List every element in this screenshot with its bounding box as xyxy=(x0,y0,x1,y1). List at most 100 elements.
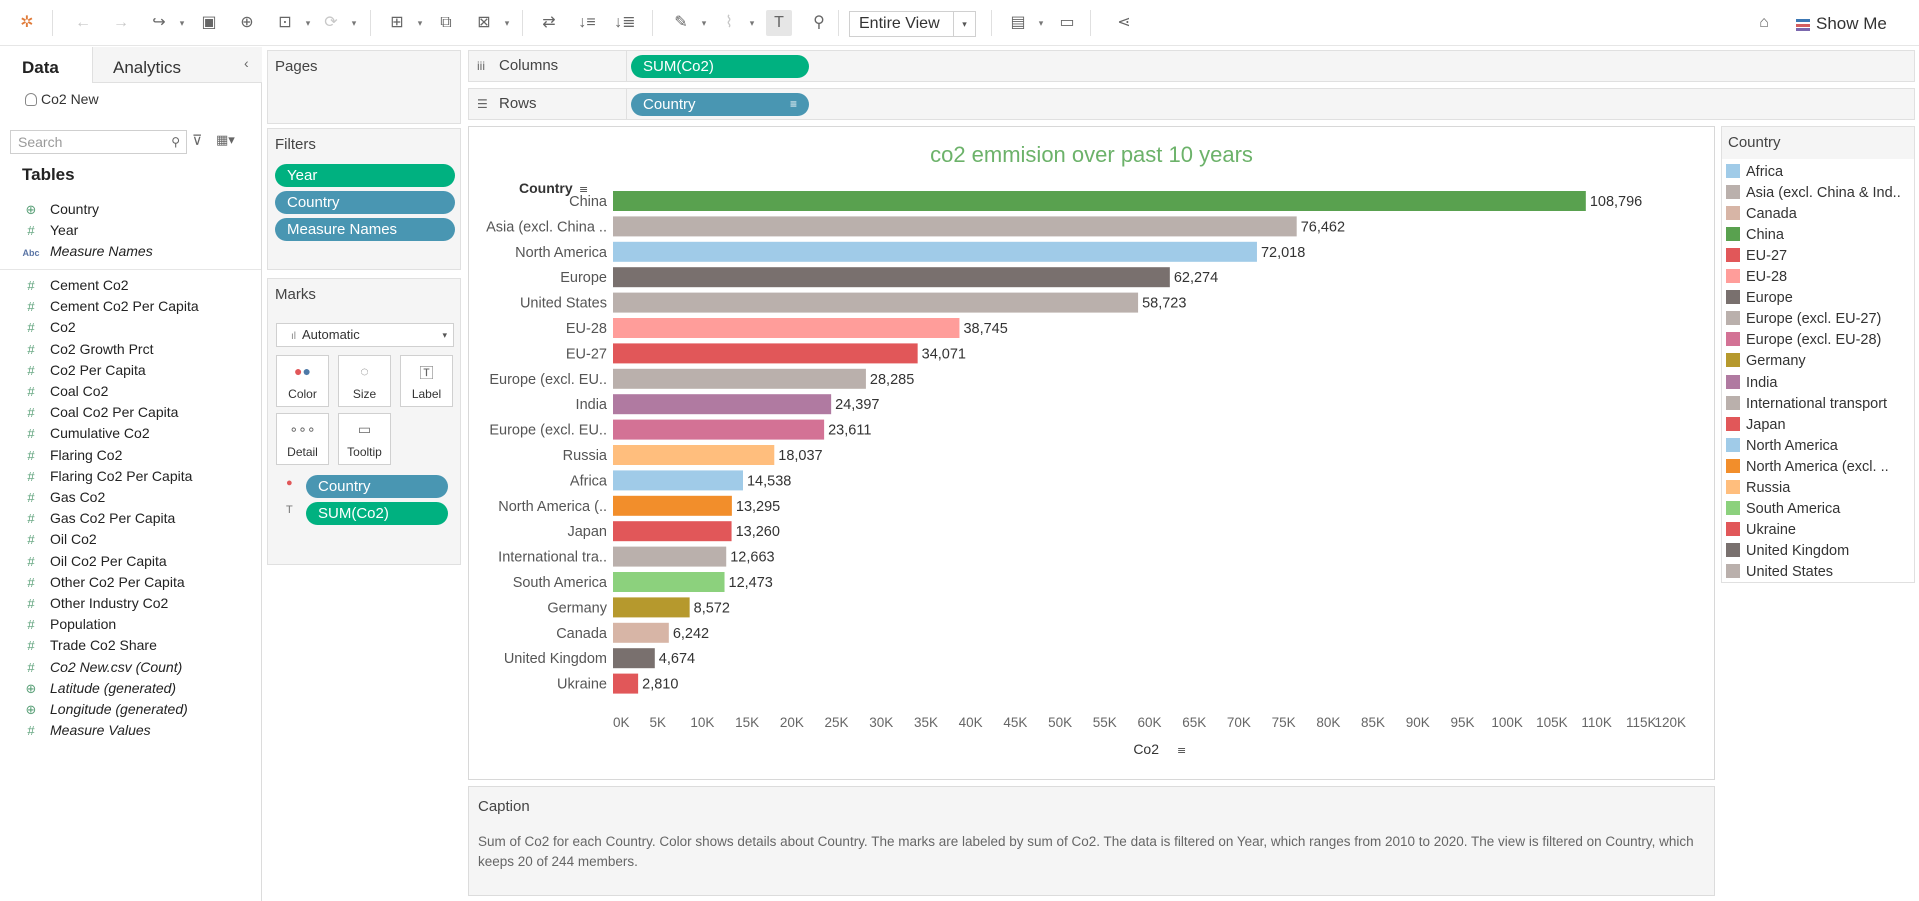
marks-label-button[interactable]: 🅃 Label xyxy=(400,355,453,407)
filter-pill-year[interactable]: Year xyxy=(275,164,455,187)
field-gas-co2-per-capita[interactable]: # Gas Co2 Per Capita xyxy=(22,507,175,529)
field-population[interactable]: # Population xyxy=(22,613,116,635)
mark-type-dropdown[interactable]: ıl Automatic ▾ xyxy=(276,323,454,347)
field-co2[interactable]: # Co2 xyxy=(22,316,75,338)
columns-shelf[interactable]: iii Columns SUM(Co2) xyxy=(468,50,1915,82)
tab-data[interactable]: Data xyxy=(22,58,59,77)
field-measure-names[interactable]: Abc Measure Names xyxy=(22,240,152,262)
view-options-icon[interactable]: ▦▾ xyxy=(216,132,235,147)
field-co2-new-csv-count[interactable]: # Co2 New.csv (Count) xyxy=(22,656,182,678)
sort-ascending-icon[interactable]: ↓≡ xyxy=(578,14,596,31)
legend-item[interactable]: Canada xyxy=(1726,204,1914,224)
legend-item[interactable]: Germany xyxy=(1726,351,1914,371)
field-coal-co2[interactable]: # Coal Co2 xyxy=(22,380,108,402)
legend-item[interactable]: United Kingdom xyxy=(1726,541,1914,561)
redo-icon[interactable]: → xyxy=(113,14,129,31)
filter-fields-icon[interactable]: ⊽ xyxy=(192,132,203,148)
legend-item[interactable]: Ukraine xyxy=(1726,520,1914,540)
filter-pill-country[interactable]: Country xyxy=(275,191,455,214)
filters-card[interactable]: Filters Year Country Measure Names xyxy=(267,128,461,270)
legend-item[interactable]: EU-27 xyxy=(1726,246,1914,266)
legend-item[interactable]: India xyxy=(1726,373,1914,393)
show-mark-labels-icon[interactable]: T xyxy=(766,10,792,36)
group-members-icon[interactable]: ⌇ xyxy=(725,14,733,31)
field-cement-co2-per-capita[interactable]: # Cement Co2 Per Capita xyxy=(22,295,198,317)
legend-item[interactable]: Russia xyxy=(1726,478,1914,498)
fit-dropdown[interactable]: Entire View ▾ xyxy=(849,11,976,37)
marks-color-button[interactable]: ●● Color xyxy=(276,355,329,407)
field-flaring-co2[interactable]: # Flaring Co2 xyxy=(22,444,122,466)
field-trade-co2-share[interactable]: # Trade Co2 Share xyxy=(22,634,157,656)
refresh-dropdown-caret[interactable]: ▾ xyxy=(351,18,357,28)
swap-redirect-icon[interactable]: ↪ xyxy=(152,14,166,31)
swap-rows-columns-icon[interactable]: ⇄ xyxy=(542,14,556,31)
new-datasource-icon[interactable]: ⊕ xyxy=(240,14,254,31)
pause-updates-icon[interactable]: ⊡ xyxy=(278,14,292,31)
legend-item[interactable]: South America xyxy=(1726,499,1914,519)
highlight-caret[interactable]: ▾ xyxy=(701,18,707,28)
marks-tooltip-button[interactable]: ▭ Tooltip xyxy=(338,413,391,465)
highlight-icon[interactable]: ✎ xyxy=(674,14,688,31)
marks-detail-button[interactable]: ∘∘∘ Detail xyxy=(276,413,329,465)
field-measure-values[interactable]: # Measure Values xyxy=(22,719,150,741)
filter-pill-measure-names[interactable]: Measure Names xyxy=(275,218,455,241)
clear-sheet-icon[interactable]: ⊠ xyxy=(477,14,491,31)
new-worksheet-caret[interactable]: ▾ xyxy=(417,18,423,28)
refresh-icon[interactable]: ⟳ xyxy=(324,14,338,31)
marks-pill-sum-co2[interactable]: SUM(Co2) xyxy=(306,502,448,525)
save-icon[interactable]: ▣ xyxy=(201,14,217,31)
field-gas-co2[interactable]: # Gas Co2 xyxy=(22,486,105,508)
legend-item[interactable]: Europe (excl. EU-27) xyxy=(1726,309,1914,329)
field-cement-co2[interactable]: # Cement Co2 xyxy=(22,274,128,296)
field-other-co2-per-capita[interactable]: # Other Co2 Per Capita xyxy=(22,571,184,593)
tableau-logo-icon[interactable]: ✲ xyxy=(20,14,34,31)
redo-dropdown-caret[interactable]: ▾ xyxy=(179,18,185,28)
field-latitude-generated[interactable]: ⊕ Latitude (generated) xyxy=(22,677,177,699)
field-co2-growth-prct[interactable]: # Co2 Growth Prct xyxy=(22,338,153,360)
legend-item[interactable]: Africa xyxy=(1726,162,1914,182)
field-cumulative-co2[interactable]: # Cumulative Co2 xyxy=(22,422,149,444)
field-oil-co2-per-capita[interactable]: # Oil Co2 Per Capita xyxy=(22,550,166,572)
rows-pill-country[interactable]: Country ≡ xyxy=(631,93,809,116)
show-cards-icon[interactable]: ▤ xyxy=(1010,14,1026,31)
legend-item[interactable]: Japan xyxy=(1726,415,1914,435)
marks-pill-country[interactable]: Country xyxy=(306,475,448,498)
field-longitude-generated[interactable]: ⊕ Longitude (generated) xyxy=(22,698,188,720)
show-cards-caret[interactable]: ▾ xyxy=(1038,18,1044,28)
legend-item[interactable]: Asia (excl. China & Ind.. xyxy=(1726,183,1914,203)
undo-icon[interactable]: ← xyxy=(75,14,91,31)
new-worksheet-icon[interactable]: ⊞ xyxy=(390,14,404,31)
datasource-item[interactable]: Co2 New xyxy=(25,91,99,107)
field-year[interactable]: # Year xyxy=(22,219,78,241)
field-country[interactable]: ⊕ Country xyxy=(22,198,99,220)
legend-item[interactable]: China xyxy=(1726,225,1914,245)
legend-item[interactable]: United States xyxy=(1726,562,1914,582)
fix-axes-icon[interactable]: ⚲ xyxy=(813,14,825,31)
share-icon[interactable]: ⋖ xyxy=(1117,14,1131,31)
presentation-mode-icon[interactable]: ▭ xyxy=(1059,14,1075,31)
pages-card[interactable]: Pages xyxy=(267,50,461,124)
legend-item[interactable]: EU-28 xyxy=(1726,267,1914,287)
legend-item[interactable]: International transport xyxy=(1726,394,1914,414)
rows-shelf[interactable]: ☰ Rows Country ≡ xyxy=(468,88,1915,120)
marks-size-button[interactable]: ◌ Size xyxy=(338,355,391,407)
field-flaring-co2-per-capita[interactable]: # Flaring Co2 Per Capita xyxy=(22,465,192,487)
clear-sheet-caret[interactable]: ▾ xyxy=(504,18,510,28)
tab-analytics[interactable]: Analytics xyxy=(113,58,182,77)
pause-dropdown-caret[interactable]: ▾ xyxy=(305,18,311,28)
sort-descending-icon[interactable]: ↓≣ xyxy=(614,14,636,31)
duplicate-sheet-icon[interactable]: ⧉ xyxy=(440,14,452,31)
search-input[interactable]: Search ⚲ xyxy=(10,130,187,154)
legend-item[interactable]: North America (excl. .. xyxy=(1726,457,1914,477)
show-me-button[interactable]: Show Me xyxy=(1796,11,1896,37)
field-other-industry-co2[interactable]: # Other Industry Co2 xyxy=(22,592,168,614)
field-coal-co2-per-capita[interactable]: # Coal Co2 Per Capita xyxy=(22,401,178,423)
field-co2-per-capita[interactable]: # Co2 Per Capita xyxy=(22,359,145,381)
group-caret[interactable]: ▾ xyxy=(749,18,755,28)
collapse-pane-icon[interactable]: ‹ xyxy=(244,55,249,71)
legend-item[interactable]: Europe (excl. EU-28) xyxy=(1726,330,1914,350)
legend-item[interactable]: North America xyxy=(1726,436,1914,456)
legend-item[interactable]: Europe xyxy=(1726,288,1914,308)
format-painter-icon[interactable]: ⌂ xyxy=(1759,14,1769,31)
field-oil-co2[interactable]: # Oil Co2 xyxy=(22,528,96,550)
